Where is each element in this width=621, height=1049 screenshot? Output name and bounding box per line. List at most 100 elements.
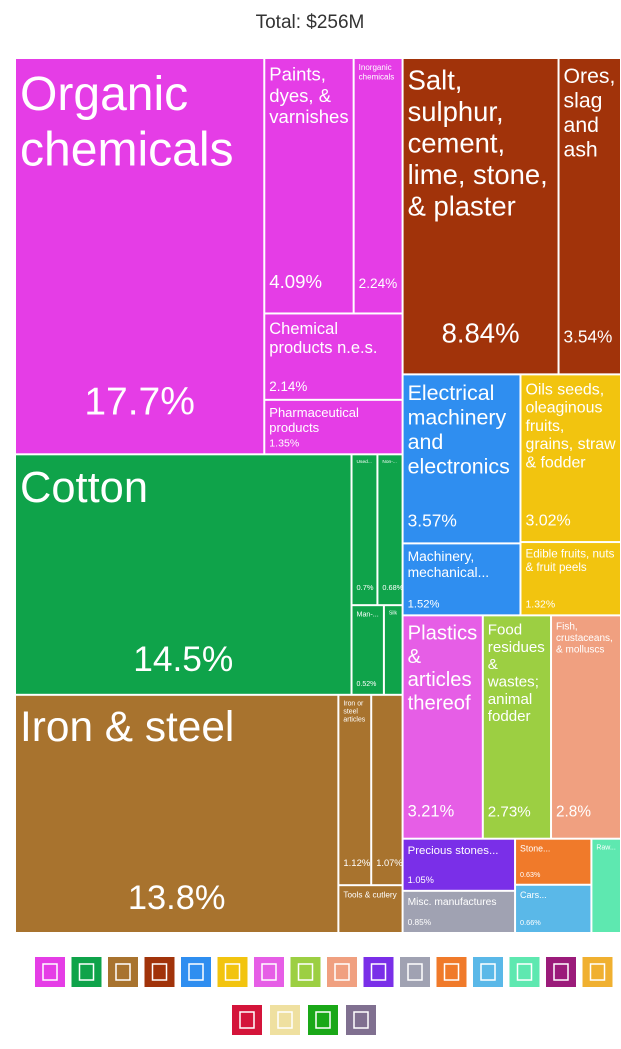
tile-label: Non-... xyxy=(382,459,396,465)
tile-label-line: Machinery, xyxy=(408,548,475,564)
tile-label-line: Silk xyxy=(389,610,398,616)
legend-icon xyxy=(346,1005,376,1035)
tile-label-line: Non-... xyxy=(382,459,396,465)
tile xyxy=(384,606,402,694)
tile-label-line: Iron or xyxy=(343,701,364,708)
tile xyxy=(16,695,338,932)
tile-label-line: Edible fruits, nuts xyxy=(525,548,614,561)
tile-label-line: chemicals xyxy=(20,123,234,176)
tile-value: 14.5% xyxy=(133,640,233,679)
tile-value: 0.68% xyxy=(382,583,403,592)
tile-label-line: varnishes xyxy=(269,106,348,127)
tile xyxy=(483,616,551,838)
chart-title: Total: $256M xyxy=(256,12,365,33)
tile-label: Iron & steel xyxy=(20,703,234,750)
tile-value: 1.12% xyxy=(343,858,371,869)
tile-label-line: Oils seeds, xyxy=(525,381,604,398)
tile-label-line: products xyxy=(269,420,319,435)
tile xyxy=(352,606,383,694)
tile-label-line: & fodder xyxy=(525,455,586,472)
tile-value: 13.8% xyxy=(128,879,226,917)
legend-icon-glyph xyxy=(353,1011,369,1029)
tile-value: 2.73% xyxy=(488,803,531,820)
legend-icon xyxy=(217,957,248,987)
tile-label-line: Plastics xyxy=(408,623,478,645)
tile-label-line: machinery xyxy=(408,405,507,429)
legend-icon xyxy=(254,957,284,987)
tile-label-line: Iron & steel xyxy=(20,703,234,750)
tile-label-line: chemicals xyxy=(359,72,395,81)
tile-label-line: articles xyxy=(343,717,365,724)
tile-label-line: Cotton xyxy=(20,464,148,512)
tile-label-line: Cars... xyxy=(520,890,547,900)
tile-label: Cotton xyxy=(20,464,148,512)
legend-icon-glyph xyxy=(589,963,606,981)
tile-value: 3.21% xyxy=(408,802,455,820)
legend-icon xyxy=(473,957,503,987)
tile xyxy=(403,59,558,374)
tile xyxy=(403,839,515,890)
legend-icon-glyph xyxy=(224,963,241,981)
tile-label-line: slag xyxy=(564,90,603,113)
tile xyxy=(521,543,620,615)
tile-label: Salt, sulphur, cement, lime, stone, & plaste… xyxy=(408,64,548,221)
legend-icon xyxy=(327,957,357,987)
tile-label-line: products n.e.s. xyxy=(269,339,377,357)
legend-icon-glyph xyxy=(261,963,277,981)
legend-icon xyxy=(436,957,467,987)
tile-label-line: Organic xyxy=(20,68,188,121)
tile-label: Cars... xyxy=(520,890,547,900)
tile-label: Electrical machinery and electronics xyxy=(408,381,510,479)
tile xyxy=(403,375,520,543)
tile-label-line: & fruit peels xyxy=(525,561,586,574)
tile-label-line: Tools & cutlery xyxy=(343,890,397,899)
tile xyxy=(552,616,620,838)
legend-icon-glyph xyxy=(239,1011,255,1029)
legend-icon-glyph xyxy=(407,963,423,981)
tile-label-line: and xyxy=(408,430,444,454)
tile xyxy=(265,59,353,313)
tile-label-line: Electrical xyxy=(408,381,495,405)
legend-icon xyxy=(363,957,394,987)
legend-icon xyxy=(181,957,211,987)
legend-icon-glyph xyxy=(115,963,131,981)
legend-icon-glyph xyxy=(78,963,95,981)
legend-icon-glyph xyxy=(151,963,168,981)
legend-icon xyxy=(290,957,321,987)
legend-icon xyxy=(509,957,540,987)
tile-label-line: fodder xyxy=(488,708,531,725)
tile-label: Man-... xyxy=(357,610,379,618)
tile xyxy=(378,455,402,605)
tile xyxy=(516,885,591,932)
legend-icon xyxy=(71,957,102,987)
tile-label-line: Misc. manufactures xyxy=(408,897,497,908)
tile-label-line: ash xyxy=(564,138,598,161)
tile-label-line: lime, stone, xyxy=(408,159,548,190)
tile-label: Edible fruits, nuts & fruit peels xyxy=(525,548,614,574)
legend-icon-glyph xyxy=(443,963,460,981)
tile-label-line: Paints, xyxy=(269,64,326,85)
tile-label-line: Food xyxy=(488,621,522,638)
tile xyxy=(592,839,620,932)
tile-label-line: Stone... xyxy=(520,844,550,854)
tile-label: Paints, dyes, & varnishes xyxy=(269,64,348,128)
tile-label-line: steel xyxy=(343,709,358,716)
tile xyxy=(403,616,482,838)
legend-icon-glyph xyxy=(370,963,387,981)
tile xyxy=(516,839,591,884)
tile-label-line: wastes; xyxy=(487,673,539,690)
tile-label-line: electronics xyxy=(408,455,510,479)
tile-label-line: Pharmaceutical xyxy=(269,405,359,420)
legend-icon-glyph xyxy=(297,963,314,981)
tile-label: Precious stones... xyxy=(408,845,499,857)
tile-label-line: & xyxy=(488,656,498,673)
tile xyxy=(265,314,402,399)
tile-label: Silk xyxy=(389,610,398,616)
tile-label-line: & molluscs xyxy=(556,644,604,655)
tile-label-line: Precious stones... xyxy=(408,845,499,857)
tile-label: Iron or steel articles xyxy=(343,701,365,724)
tile-label: Food residues & wastes; animal fodder xyxy=(487,621,545,725)
tile-label: Oils seeds, oleaginous fruits, grains, stra… xyxy=(525,381,616,471)
legend-icon xyxy=(582,957,613,987)
